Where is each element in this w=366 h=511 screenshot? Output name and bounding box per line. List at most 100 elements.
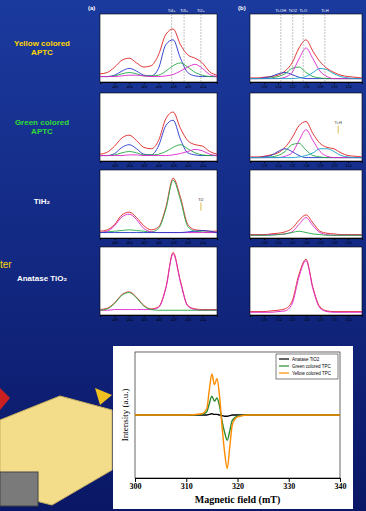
yellow-arrow	[95, 388, 112, 405]
tick: 300	[130, 478, 142, 491]
legend-box	[276, 354, 338, 379]
tick: 464	[127, 161, 133, 168]
tick-label: 528	[318, 317, 324, 322]
tick-label: 524	[346, 240, 352, 245]
tick-label: 330	[283, 482, 295, 491]
tick: 456	[185, 82, 191, 89]
tick: 526	[332, 238, 338, 245]
tick: 454	[200, 315, 206, 322]
tick: 528	[318, 315, 324, 322]
series-line	[135, 374, 340, 469]
plot-area	[100, 112, 217, 156]
peak-line	[303, 14, 304, 82]
row-label: Anatase TiO₂	[17, 274, 68, 283]
series-line	[250, 122, 362, 157]
tick-label: 462	[141, 163, 147, 168]
tick: 454	[200, 161, 206, 168]
series-line	[250, 261, 362, 313]
epr-background	[113, 346, 353, 509]
tick: 466	[112, 315, 118, 322]
peak-label: Ti-O	[299, 8, 307, 13]
tick: 460	[156, 238, 162, 245]
tick: 462	[141, 315, 147, 322]
y-axis-title: Intensity (a.u.)	[120, 389, 130, 442]
tick: 536	[262, 82, 268, 89]
plot-area	[250, 215, 362, 235]
tick: 466	[112, 161, 118, 168]
tick: 532	[290, 82, 296, 89]
peak-label: Ti2+	[197, 8, 205, 13]
tick: 526	[332, 315, 338, 322]
series-line	[250, 40, 362, 78]
tick: 530	[304, 238, 310, 245]
tick-label: 464	[127, 240, 133, 245]
legend-swatch	[279, 365, 289, 366]
tablet-shape	[0, 396, 112, 505]
tick-label: 532	[290, 84, 296, 89]
tick-label: 528	[318, 240, 324, 245]
x-axis: 466464462460458456454	[101, 238, 218, 245]
tick-label: 534	[276, 84, 282, 89]
tick-label: 458	[171, 163, 177, 168]
tick: 466	[112, 82, 118, 89]
tick: 528	[318, 161, 324, 168]
series-line	[100, 63, 217, 77]
series-line	[250, 68, 362, 78]
plot-frame	[135, 352, 340, 478]
peak-label: Ti4+	[168, 8, 176, 13]
tick: 532	[290, 238, 296, 245]
annotation-arrow	[200, 203, 201, 211]
tick-label: 456	[185, 317, 191, 322]
tick-label: 534	[276, 317, 282, 322]
series-line	[100, 180, 217, 232]
x-axis: 466464462460458456454	[101, 315, 218, 322]
series-line	[135, 396, 340, 440]
tick-label: 340	[335, 482, 347, 491]
tick-label: 536	[262, 84, 268, 89]
plot-area	[250, 14, 362, 82]
tick-label: 456	[185, 84, 191, 89]
series-line	[250, 130, 362, 158]
tick: 464	[127, 238, 133, 245]
tick: 524	[346, 315, 352, 322]
x-axis: 466464462460458456454	[101, 82, 218, 89]
annotation-label: Ti2	[198, 197, 204, 202]
tick-label: 534	[276, 240, 282, 245]
series-line	[250, 48, 362, 79]
tick-label: 526	[332, 84, 338, 89]
tick-label: 458	[171, 317, 177, 322]
tick-label: 310	[181, 482, 193, 491]
legend: Anatase TiO2Green colored TPCYellow colo…	[276, 354, 338, 379]
tick: 534	[276, 82, 282, 89]
tick-label: 458	[171, 240, 177, 245]
tick-label: 464	[127, 163, 133, 168]
tick-label: 526	[332, 240, 338, 245]
tick: 458	[171, 315, 177, 322]
tick-label: 464	[127, 317, 133, 322]
series-line	[100, 145, 217, 156]
peak-label: Ti-H	[321, 8, 329, 13]
tick: 524	[346, 82, 352, 89]
series-line	[250, 149, 362, 158]
background	[0, 0, 366, 511]
legend-swatch	[279, 358, 289, 359]
tick: 466	[112, 238, 118, 245]
series-line	[250, 215, 362, 235]
tick-label: 532	[290, 317, 296, 322]
plot-area	[100, 252, 217, 310]
tick: 340	[335, 478, 347, 491]
tick-label: 466	[112, 163, 118, 168]
tick-label: 524	[346, 84, 352, 89]
legend-entry: Yellow colored TPC	[292, 371, 332, 376]
x-axis: 536534532530528526524	[251, 315, 363, 322]
series-line	[100, 254, 217, 310]
legend-swatch	[279, 372, 289, 373]
plot-frame	[250, 14, 362, 82]
plot-frame	[100, 93, 217, 161]
series-line	[100, 40, 217, 77]
tick: 458	[171, 82, 177, 89]
tick-label: 466	[112, 84, 118, 89]
tick: 528	[318, 82, 324, 89]
peak-line	[171, 14, 172, 82]
tick: 458	[171, 161, 177, 168]
